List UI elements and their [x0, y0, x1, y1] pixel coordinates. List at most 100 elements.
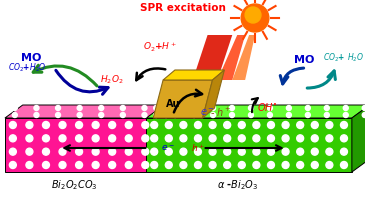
- Circle shape: [253, 121, 260, 129]
- Circle shape: [180, 121, 187, 129]
- Circle shape: [163, 112, 169, 117]
- Circle shape: [230, 112, 234, 117]
- Circle shape: [362, 106, 367, 110]
- Circle shape: [311, 135, 318, 142]
- Circle shape: [297, 162, 304, 168]
- Circle shape: [209, 162, 216, 168]
- Circle shape: [209, 148, 216, 155]
- Text: $Bi_2O_2CO_3$: $Bi_2O_2CO_3$: [51, 178, 97, 192]
- Circle shape: [324, 106, 329, 110]
- Circle shape: [286, 106, 292, 110]
- Circle shape: [248, 106, 254, 110]
- Text: $e^-$: $e^-$: [200, 106, 215, 117]
- Circle shape: [268, 162, 275, 168]
- Polygon shape: [5, 105, 171, 118]
- Circle shape: [253, 148, 260, 155]
- Circle shape: [311, 121, 318, 129]
- Circle shape: [99, 106, 104, 110]
- Polygon shape: [193, 35, 232, 80]
- Text: MO: MO: [21, 53, 42, 63]
- Circle shape: [163, 106, 169, 110]
- Text: $CO_2$+$H_2O$: $CO_2$+$H_2O$: [8, 62, 47, 74]
- Text: MO: MO: [294, 55, 315, 65]
- Circle shape: [77, 106, 82, 110]
- Circle shape: [211, 106, 215, 110]
- Circle shape: [42, 162, 49, 168]
- Circle shape: [224, 121, 231, 129]
- Circle shape: [268, 121, 275, 129]
- Circle shape: [173, 106, 177, 110]
- Text: SPR excitation: SPR excitation: [140, 3, 226, 13]
- Circle shape: [151, 148, 158, 155]
- Circle shape: [297, 135, 304, 142]
- Polygon shape: [203, 70, 224, 118]
- Polygon shape: [232, 35, 255, 80]
- Circle shape: [120, 106, 125, 110]
- Circle shape: [209, 135, 216, 142]
- Text: $e^-$: $e^-$: [161, 143, 175, 153]
- Circle shape: [326, 148, 333, 155]
- Text: - $h^+$: - $h^+$: [210, 105, 231, 119]
- Circle shape: [59, 121, 66, 129]
- Circle shape: [125, 148, 132, 155]
- Circle shape: [341, 121, 348, 129]
- Circle shape: [282, 121, 289, 129]
- Polygon shape: [153, 105, 171, 172]
- Circle shape: [297, 148, 304, 155]
- Circle shape: [34, 106, 39, 110]
- Circle shape: [77, 112, 82, 117]
- Circle shape: [282, 148, 289, 155]
- Circle shape: [165, 121, 172, 129]
- Circle shape: [286, 112, 292, 117]
- Circle shape: [238, 135, 245, 142]
- Circle shape: [238, 121, 245, 129]
- Circle shape: [311, 148, 318, 155]
- Circle shape: [9, 162, 16, 168]
- Circle shape: [341, 135, 348, 142]
- Circle shape: [42, 148, 49, 155]
- Circle shape: [180, 135, 187, 142]
- Circle shape: [59, 135, 66, 142]
- Circle shape: [92, 148, 99, 155]
- Circle shape: [56, 112, 61, 117]
- Circle shape: [59, 162, 66, 168]
- Circle shape: [12, 112, 17, 117]
- Circle shape: [76, 121, 83, 129]
- Circle shape: [238, 148, 245, 155]
- Circle shape: [26, 135, 33, 142]
- Circle shape: [253, 162, 260, 168]
- Circle shape: [125, 121, 132, 129]
- Circle shape: [99, 112, 104, 117]
- Circle shape: [109, 148, 115, 155]
- Circle shape: [230, 106, 234, 110]
- Circle shape: [224, 162, 231, 168]
- Circle shape: [154, 106, 159, 110]
- Circle shape: [109, 121, 115, 129]
- Circle shape: [165, 135, 172, 142]
- Circle shape: [34, 112, 39, 117]
- Circle shape: [76, 135, 83, 142]
- Polygon shape: [217, 35, 245, 80]
- Circle shape: [142, 121, 149, 129]
- Circle shape: [268, 112, 272, 117]
- Circle shape: [192, 106, 197, 110]
- Polygon shape: [5, 118, 153, 172]
- Circle shape: [142, 148, 149, 155]
- Circle shape: [142, 112, 147, 117]
- Circle shape: [194, 162, 201, 168]
- Circle shape: [194, 148, 201, 155]
- Circle shape: [125, 162, 132, 168]
- Circle shape: [125, 135, 132, 142]
- Circle shape: [9, 148, 16, 155]
- Circle shape: [341, 148, 348, 155]
- Circle shape: [109, 162, 115, 168]
- Circle shape: [209, 121, 216, 129]
- Circle shape: [306, 106, 310, 110]
- Text: $CO_2$+ $H_2O$: $CO_2$+ $H_2O$: [323, 52, 365, 64]
- Circle shape: [282, 162, 289, 168]
- Circle shape: [9, 135, 16, 142]
- Text: Au: Au: [166, 99, 180, 109]
- Circle shape: [26, 162, 33, 168]
- Polygon shape: [163, 70, 224, 80]
- Circle shape: [56, 106, 61, 110]
